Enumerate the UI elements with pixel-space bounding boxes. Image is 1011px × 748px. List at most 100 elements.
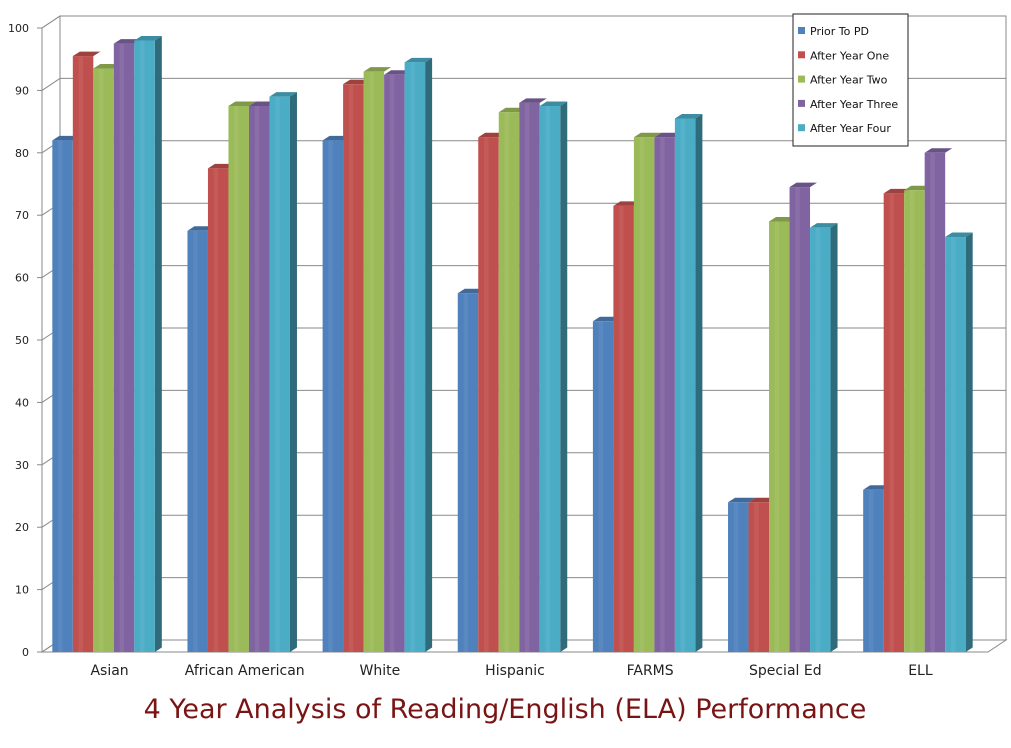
bar-highlight (619, 205, 624, 652)
bar-highlight (483, 137, 489, 652)
legend-swatch (798, 75, 805, 83)
legend: Prior To PD After Year One After Year Two A… (792, 13, 909, 147)
bar (789, 182, 818, 652)
bar-highlight (774, 221, 780, 652)
bar-highlight (369, 71, 374, 653)
bar-top (269, 92, 297, 97)
y-tick-label: 30 (15, 459, 29, 472)
bar-highlight (348, 84, 354, 652)
gridline (41, 77, 1006, 91)
bar (810, 223, 838, 652)
bar-highlight (58, 140, 63, 652)
bar-side (695, 113, 703, 653)
bar-highlight (275, 96, 280, 652)
bar (72, 51, 101, 652)
legend-label: Prior To PD (810, 25, 869, 38)
bar-highlight (889, 193, 894, 653)
bar-top (228, 101, 256, 106)
bar-side (425, 57, 433, 652)
bar-highlight (463, 293, 468, 652)
bar (134, 35, 162, 653)
bar-highlight (193, 230, 198, 653)
bar-top (945, 232, 973, 238)
bar (945, 232, 973, 653)
bar (539, 101, 568, 652)
legend-swatch (798, 124, 805, 132)
bar-side (965, 232, 973, 653)
bar-top (72, 51, 101, 57)
x-tick-label: Special Ed (749, 663, 822, 679)
y-axis-ticks: 0 10 20 30 40 50 60 70 80 90 100 (8, 22, 42, 659)
bar-highlight (78, 56, 84, 652)
bar (674, 113, 703, 653)
gridline (41, 15, 1006, 29)
y-tick-label: 20 (15, 521, 29, 534)
bars (52, 35, 973, 653)
bar-highlight (795, 187, 800, 652)
bar-highlight (733, 502, 739, 652)
legend-label: After Year Four (810, 122, 891, 135)
bar-highlight (524, 102, 530, 652)
legend-label: After Year One (810, 49, 889, 62)
bar-highlight (950, 237, 956, 653)
bar-highlight (754, 502, 759, 652)
legend-label: After Year Two (810, 74, 888, 87)
bar-highlight (680, 118, 686, 653)
bar-highlight (639, 137, 645, 652)
y-tick-label: 70 (15, 209, 29, 222)
bar-top (404, 57, 433, 63)
chart-title: 4 Year Analysis of Reading/English (ELA)… (144, 694, 867, 725)
bar-side (289, 92, 297, 652)
bar-highlight (909, 190, 915, 653)
bar-highlight (328, 140, 333, 652)
bar (113, 39, 142, 653)
bar (519, 98, 547, 652)
legend-box (792, 13, 909, 147)
y-tick-label: 90 (15, 84, 29, 97)
y-tick-label: 100 (8, 22, 29, 35)
bar-highlight (140, 40, 145, 653)
bar (363, 67, 392, 653)
y-tick-label: 40 (15, 396, 29, 409)
bar (924, 148, 953, 653)
bar (228, 101, 256, 652)
bar-highlight (868, 489, 874, 652)
bar-top (728, 497, 756, 503)
x-tick-label: Hispanic (485, 663, 545, 679)
bar-highlight (930, 152, 935, 653)
legend-swatch (798, 27, 805, 34)
bar (457, 288, 486, 652)
bar-side (830, 223, 838, 652)
legend-label: After Year Three (810, 98, 898, 111)
bar-top (633, 132, 662, 138)
bar-highlight (234, 106, 239, 652)
x-axis-labels: Asian African American White Hispanic FARMS S… (90, 663, 932, 679)
bar-top (134, 35, 162, 41)
x-tick-label: ELL (908, 663, 933, 679)
bar-highlight (119, 43, 125, 653)
bar-top (810, 223, 838, 228)
bar-highlight (254, 106, 260, 652)
y-tick-label: 0 (22, 646, 29, 659)
legend-swatch (798, 99, 805, 107)
y-tick-label: 50 (15, 334, 29, 347)
y-tick-label: 10 (15, 584, 29, 597)
bar-side (560, 101, 568, 652)
x-tick-label: FARMS (627, 663, 674, 679)
bar-highlight (410, 62, 415, 652)
bar-highlight (99, 68, 104, 652)
x-tick-label: White (359, 663, 400, 679)
bar (93, 64, 121, 652)
bar-highlight (213, 168, 219, 652)
bar-highlight (389, 74, 395, 653)
bar-highlight (660, 137, 665, 652)
bar-top (539, 101, 568, 106)
x-tick-label: African American (185, 663, 305, 679)
bar-highlight (598, 321, 604, 652)
bar-top (519, 98, 547, 103)
bar (269, 92, 297, 652)
bar (728, 497, 756, 652)
y-tick-label: 80 (15, 147, 29, 160)
y-tick-label: 60 (15, 272, 29, 285)
